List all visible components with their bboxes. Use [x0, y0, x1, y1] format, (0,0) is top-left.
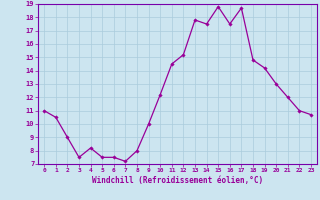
X-axis label: Windchill (Refroidissement éolien,°C): Windchill (Refroidissement éolien,°C) [92, 176, 263, 185]
